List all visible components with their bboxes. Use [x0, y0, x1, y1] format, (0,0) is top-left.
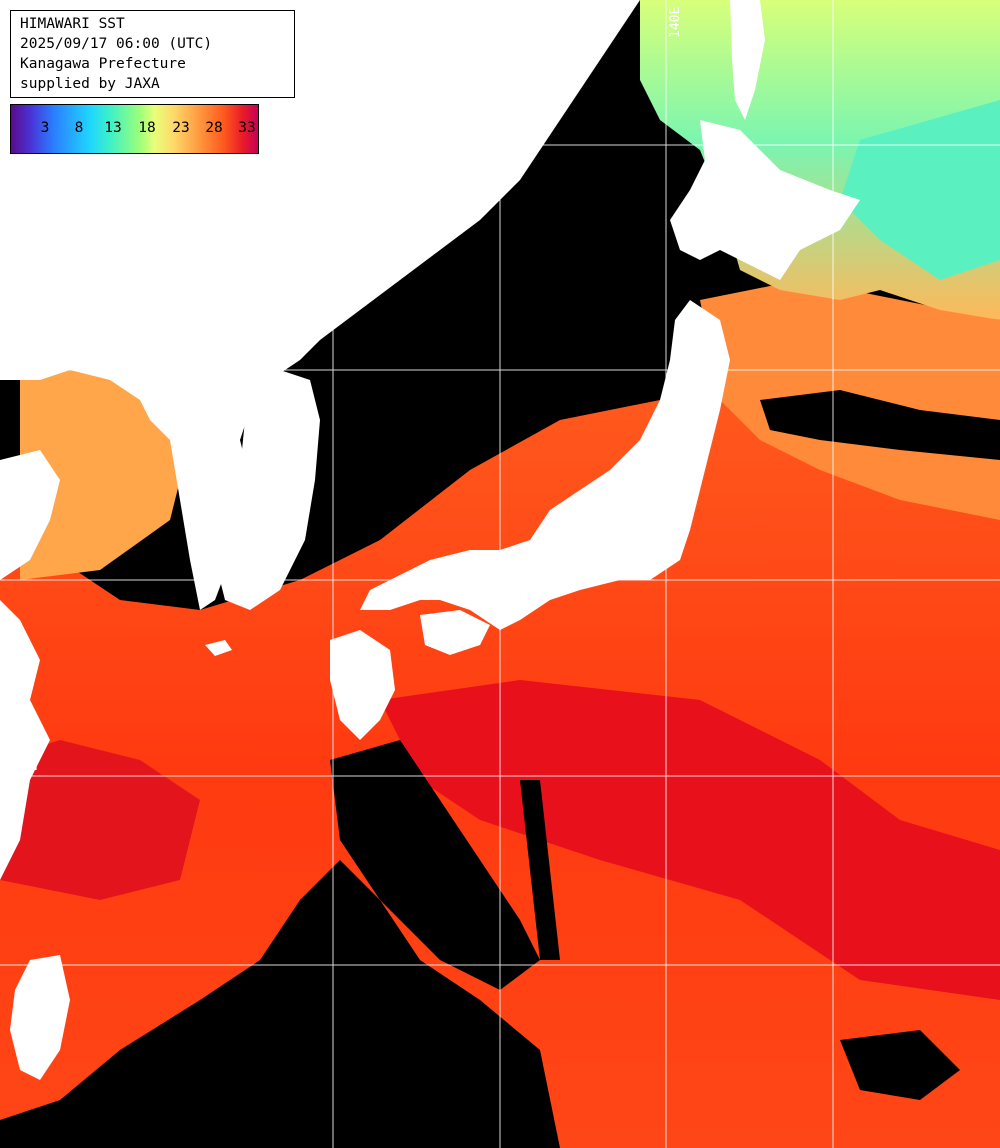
land-kyushu [330, 630, 395, 740]
data-source: supplied by JAXA [20, 76, 160, 92]
legend-tick: 33 [238, 120, 256, 136]
lat-label-30n: 30N [14, 759, 38, 774]
land-china-south [0, 600, 50, 880]
land-honshu [360, 300, 730, 630]
cloud-gap-1 [330, 740, 540, 990]
land-hokkaido [670, 120, 860, 280]
legend-tick: 18 [138, 120, 156, 136]
color-scale-legend: 3 8 13 18 23 28 33 [10, 104, 259, 154]
lon-label-140e: 140E [668, 6, 683, 38]
land-korea [215, 370, 320, 610]
cloud-gap-2 [760, 390, 1000, 460]
legend-tick: 28 [205, 120, 223, 136]
land-small-island [205, 640, 232, 656]
cloud-gap-4 [380, 1030, 500, 1148]
product-title: HIMAWARI SST [20, 16, 125, 32]
legend-tick: 8 [74, 120, 84, 136]
cloud-gap-6 [520, 780, 560, 960]
info-box: HIMAWARI SST 2025/09/17 06:00 (UTC) Kana… [10, 10, 295, 98]
sst-hot-region-2 [0, 740, 200, 900]
lat-label-40n: 40N [14, 352, 38, 367]
land-china-coast [0, 450, 60, 580]
cloud-gap-5 [160, 1040, 300, 1148]
land-sakhalin [730, 0, 765, 120]
legend-tick: 23 [172, 120, 190, 136]
cloud-gap-3 [840, 1030, 960, 1100]
land-shikoku [420, 610, 490, 655]
land-taiwan [10, 955, 70, 1080]
legend-tick: 3 [40, 120, 50, 136]
legend-tick: 13 [104, 120, 122, 136]
provider-location: Kanagawa Prefecture [20, 56, 186, 72]
sst-hot-region [380, 680, 1000, 1000]
timestamp: 2025/09/17 06:00 (UTC) [20, 36, 213, 52]
